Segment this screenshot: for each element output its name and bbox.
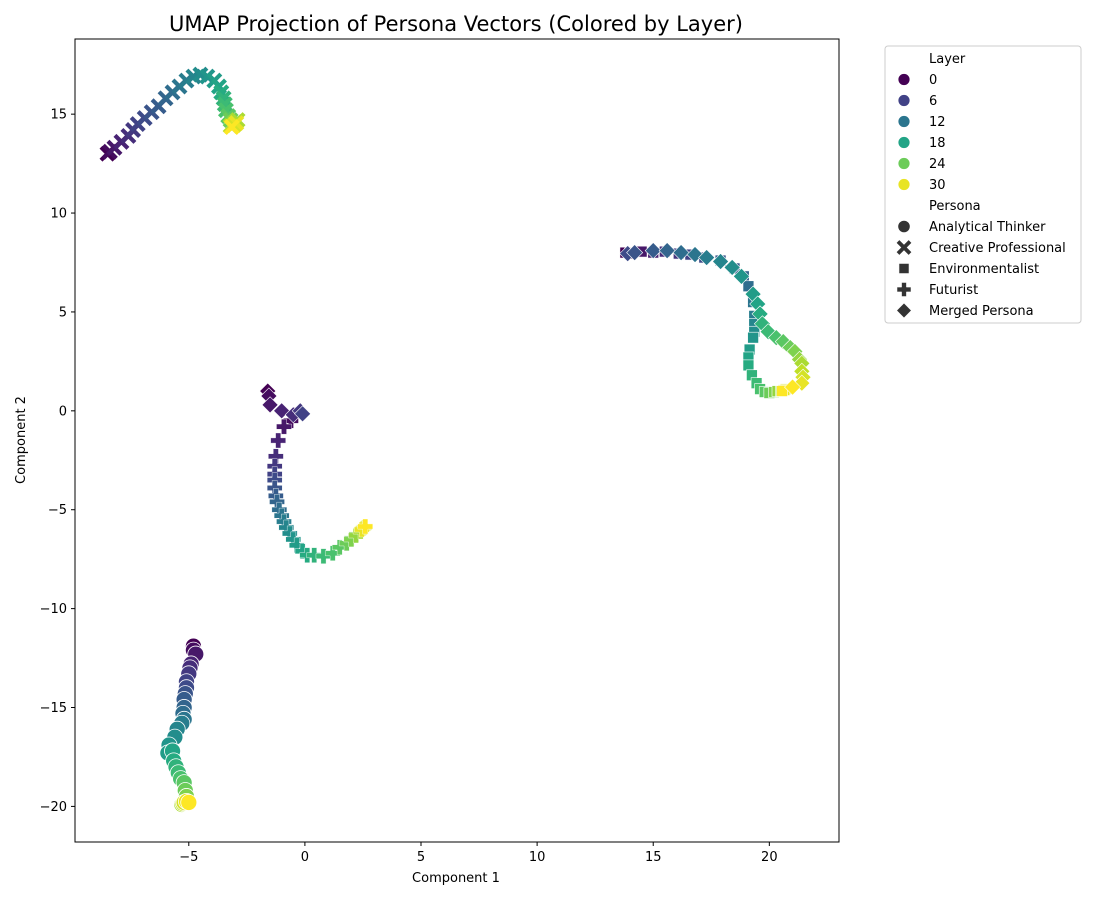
legend-layer-label: 24 bbox=[929, 157, 946, 172]
legend-layer-label: 30 bbox=[929, 178, 946, 193]
x-tick-label: 5 bbox=[417, 850, 425, 865]
legend-layer-marker bbox=[897, 136, 911, 149]
legend-persona-label: Creative Professional bbox=[929, 241, 1066, 256]
legend-persona-title: Persona bbox=[929, 199, 981, 214]
y-tick-label: 10 bbox=[50, 207, 67, 222]
legend-layer-marker bbox=[897, 157, 911, 170]
legend-persona-marker bbox=[896, 240, 912, 255]
data-point bbox=[223, 119, 240, 135]
series-merged-persona bbox=[259, 242, 812, 424]
x-axis-ticks: −5 0 5 10 15 20 bbox=[179, 842, 778, 865]
legend-persona-marker bbox=[897, 219, 911, 234]
data-point bbox=[180, 793, 198, 811]
y-axis-ticks: −20 −15 −10 −5 0 5 10 15 bbox=[40, 108, 75, 815]
legend-persona-marker bbox=[896, 282, 912, 297]
data-point bbox=[325, 545, 341, 561]
y-tick-label: 0 bbox=[59, 404, 67, 419]
y-tick-label: 15 bbox=[50, 108, 67, 123]
x-tick-label: 20 bbox=[761, 850, 778, 865]
data-point bbox=[747, 331, 759, 344]
data-point bbox=[294, 405, 312, 423]
y-tick-label: −5 bbox=[48, 503, 67, 518]
chart-title: UMAP Projection of Persona Vectors (Colo… bbox=[169, 12, 743, 36]
data-point bbox=[306, 547, 322, 563]
x-tick-label: 10 bbox=[529, 850, 546, 865]
data-point bbox=[658, 242, 676, 260]
legend-layer-label: 18 bbox=[929, 136, 946, 151]
y-tick-label: 5 bbox=[59, 305, 67, 320]
legend-layer-marker bbox=[897, 73, 911, 86]
y-tick-label: −10 bbox=[40, 602, 67, 617]
legend-layer-label: 12 bbox=[929, 115, 946, 130]
series-futurist bbox=[266, 407, 374, 564]
plot-area bbox=[74, 38, 840, 843]
legend-layer-marker bbox=[897, 178, 911, 191]
x-axis-label: Component 1 bbox=[412, 871, 500, 886]
legend-layer-marker bbox=[897, 115, 911, 128]
data-point bbox=[686, 246, 704, 264]
y-axis-label: Component 2 bbox=[14, 396, 29, 484]
legend-layer-marker bbox=[897, 94, 911, 107]
legend-persona-label: Environmentalist bbox=[929, 262, 1039, 277]
data-point bbox=[723, 258, 741, 276]
x-tick-label: 15 bbox=[645, 850, 662, 865]
data-point bbox=[742, 359, 755, 372]
data-point bbox=[357, 518, 374, 535]
data-point bbox=[774, 333, 792, 351]
data-point bbox=[698, 249, 716, 267]
y-tick-label: −15 bbox=[40, 701, 67, 716]
legend-persona-marker bbox=[898, 263, 910, 274]
legend-layer-title: Layer bbox=[929, 52, 966, 67]
data-point bbox=[672, 244, 690, 262]
series-analytical-thinker bbox=[159, 637, 205, 813]
legend-persona-label: Analytical Thinker bbox=[929, 220, 1046, 235]
data-point bbox=[784, 378, 802, 396]
data-point bbox=[644, 242, 662, 260]
x-tick-label: −5 bbox=[179, 850, 198, 865]
legend-box bbox=[884, 45, 1082, 324]
data-point bbox=[776, 385, 788, 397]
data-point bbox=[793, 374, 811, 392]
legend-persona-label: Futurist bbox=[929, 283, 978, 298]
y-tick-label: −20 bbox=[40, 800, 67, 815]
legend-layer-label: 6 bbox=[929, 94, 937, 109]
legend-persona-label: Merged Persona bbox=[929, 304, 1034, 319]
data-point bbox=[261, 396, 279, 414]
legend: Layer 0 6 12 18 24 30 Persona Analytical Thinker… bbox=[884, 45, 1082, 324]
data-point bbox=[270, 432, 286, 449]
legend-layer-label: 0 bbox=[929, 73, 937, 88]
legend-persona-marker bbox=[896, 302, 912, 319]
data-point bbox=[732, 267, 750, 285]
data-point bbox=[276, 418, 292, 435]
x-tick-label: 0 bbox=[301, 850, 309, 865]
data-point bbox=[712, 253, 730, 270]
data-points bbox=[99, 66, 812, 813]
series-creative-professional bbox=[99, 66, 246, 162]
data-point bbox=[626, 244, 644, 262]
